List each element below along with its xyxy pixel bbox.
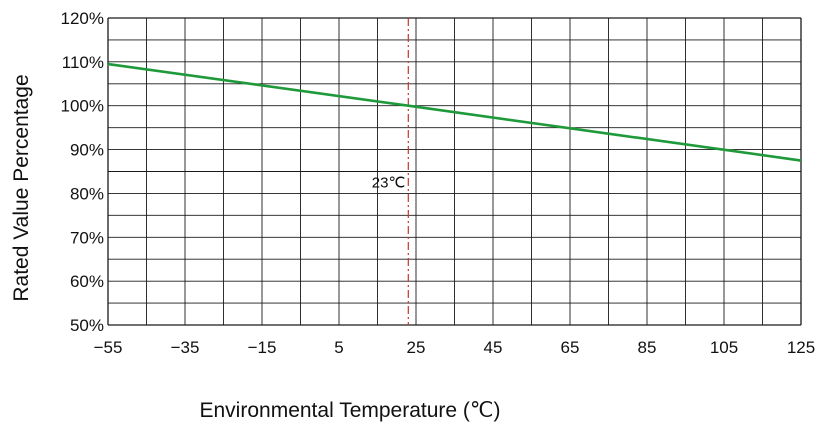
y-tick-label: 120% <box>61 9 104 28</box>
y-tick-label: 60% <box>70 272 104 291</box>
x-tick-label: −15 <box>248 338 277 357</box>
x-tick-label: 25 <box>407 338 426 357</box>
series-group <box>107 62 802 162</box>
y-tick-label: 70% <box>70 228 104 247</box>
reference-line-label: 23℃ <box>372 174 406 191</box>
x-tick-label: 45 <box>484 338 503 357</box>
x-tick-label: 105 <box>710 338 738 357</box>
y-tick-labels: 50% 60% 70% 80% 90% 100% 110% 120% <box>61 9 104 335</box>
series-line <box>107 62 802 162</box>
x-axis-title: Environmental Temperature (℃) <box>200 399 501 422</box>
x-tick-labels: −55 −35 −15 5 25 45 65 85 105 125 <box>94 338 816 357</box>
y-axis-title: Rated Value Percentage <box>10 74 33 301</box>
x-tick-label: 85 <box>638 338 657 357</box>
x-tick-label: 125 <box>787 338 815 357</box>
y-tick-label: 100% <box>61 97 104 116</box>
reference-line-group: 23℃ <box>372 18 409 325</box>
y-tick-label: 90% <box>70 141 104 160</box>
x-tick-label: −55 <box>94 338 123 357</box>
grid <box>107 17 802 326</box>
x-tick-label: −35 <box>171 338 200 357</box>
x-tick-label: 5 <box>334 338 343 357</box>
y-tick-label: 110% <box>62 53 104 72</box>
x-tick-label: 65 <box>561 338 580 357</box>
y-tick-label: 80% <box>70 184 104 203</box>
y-tick-label: 50% <box>70 316 104 335</box>
